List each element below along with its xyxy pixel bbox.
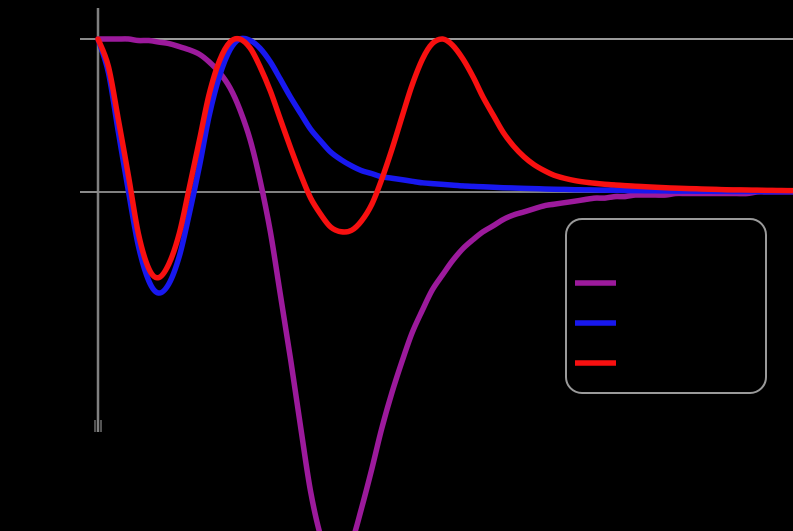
legend-box [565,218,767,394]
y-tick-label-1: 1 [67,33,74,47]
legend[interactable] [565,218,767,394]
y-tick-label-0: 0 [67,186,74,200]
series-group [95,35,793,531]
series-line-red [95,35,793,281]
